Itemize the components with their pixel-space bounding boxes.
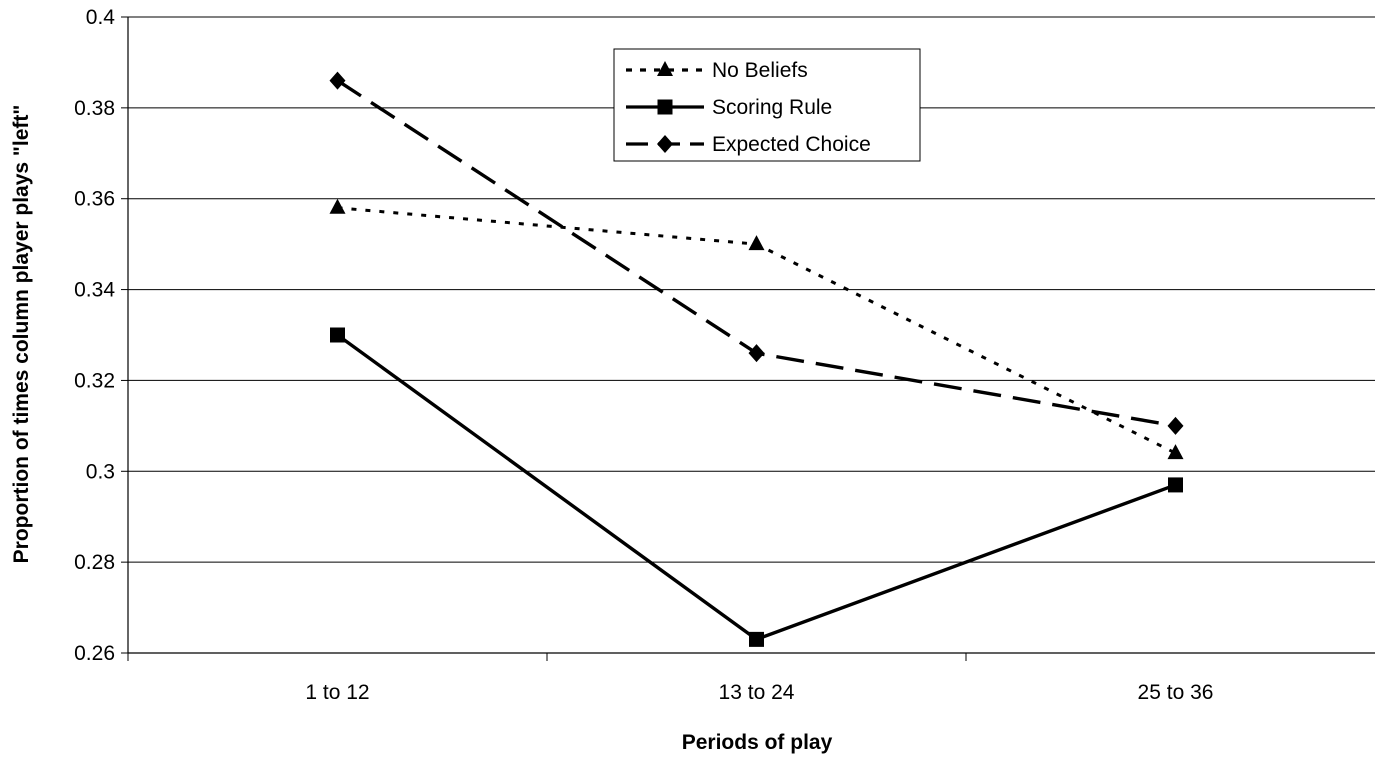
- y-axis-title: Proportion of times column player plays …: [10, 105, 33, 564]
- y-tick-label: 0.28: [74, 551, 115, 574]
- y-tick-label: 0.4: [86, 6, 116, 29]
- data-point-no-beliefs: [748, 235, 765, 251]
- data-point-scoring-rule: [330, 327, 345, 343]
- data-point-expected-choice: [1167, 416, 1184, 435]
- data-point-no-beliefs: [1167, 444, 1184, 460]
- y-tick-label: 0.32: [74, 369, 115, 392]
- legend-label-no-beliefs: No Beliefs: [712, 59, 808, 82]
- x-axis-title: Periods of play: [682, 731, 833, 754]
- y-axis-ticks: 0.26 0.28 0.3 0.32 0.34 0.36 0.38 0.4: [74, 6, 128, 665]
- data-point-scoring-rule: [749, 631, 764, 647]
- series-layer: [329, 71, 1184, 647]
- legend-label-scoring-rule: Scoring Rule: [712, 96, 832, 119]
- data-point-expected-choice: [748, 344, 765, 363]
- data-point-no-beliefs: [329, 198, 346, 214]
- x-tick-label: 13 to 24: [719, 681, 795, 704]
- legend-marker-no-beliefs: [657, 61, 673, 76]
- y-tick-label: 0.36: [74, 188, 115, 211]
- data-point-expected-choice: [329, 71, 346, 90]
- legend: No Beliefs Scoring Rule Expected Choice: [613, 48, 921, 162]
- legend-marker-expected-choice: [657, 135, 673, 153]
- y-tick-label: 0.26: [74, 642, 115, 665]
- y-tick-label: 0.34: [74, 279, 115, 302]
- legend-marker-scoring-rule: [657, 99, 673, 115]
- x-axis-ticks: 1 to 12 13 to 24 25 to 36: [127, 653, 1214, 704]
- x-tick-label: 25 to 36: [1138, 681, 1214, 704]
- y-tick-label: 0.38: [74, 97, 115, 120]
- data-point-scoring-rule: [1168, 477, 1183, 493]
- axes: [127, 17, 1375, 654]
- y-tick-label: 0.3: [86, 460, 115, 483]
- x-tick-label: 1 to 12: [305, 681, 369, 704]
- legend-label-expected-choice: Expected Choice: [712, 133, 871, 156]
